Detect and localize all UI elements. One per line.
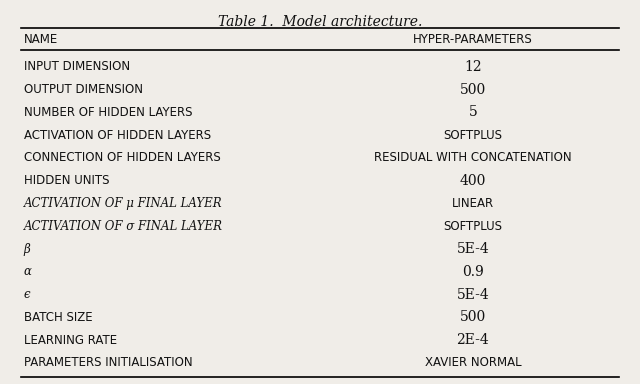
Text: 500: 500 — [460, 310, 486, 324]
Text: NUMBER OF HIDDEN LAYERS: NUMBER OF HIDDEN LAYERS — [24, 106, 192, 119]
Text: 5: 5 — [468, 106, 477, 119]
Text: LEARNING RATE: LEARNING RATE — [24, 334, 117, 347]
Text: 12: 12 — [464, 60, 482, 74]
Text: α: α — [24, 265, 31, 278]
Text: 400: 400 — [460, 174, 486, 188]
Text: 0.9: 0.9 — [462, 265, 484, 279]
Text: ϵ: ϵ — [24, 288, 30, 301]
Text: LINEAR: LINEAR — [452, 197, 494, 210]
Text: SOFTPLUS: SOFTPLUS — [444, 220, 502, 233]
Text: BATCH SIZE: BATCH SIZE — [24, 311, 92, 324]
Text: 5E-4: 5E-4 — [456, 242, 490, 256]
Text: ACTIVATION OF μ FINAL LAYER: ACTIVATION OF μ FINAL LAYER — [24, 197, 222, 210]
Text: β: β — [24, 243, 31, 255]
Text: 5E-4: 5E-4 — [456, 288, 490, 301]
Text: INPUT DIMENSION: INPUT DIMENSION — [24, 60, 130, 73]
Text: PARAMETERS INITIALISATION: PARAMETERS INITIALISATION — [24, 356, 192, 369]
Text: ACTIVATION OF HIDDEN LAYERS: ACTIVATION OF HIDDEN LAYERS — [24, 129, 211, 142]
Text: Table 1.  Model architecture.: Table 1. Model architecture. — [218, 15, 422, 29]
Text: 500: 500 — [460, 83, 486, 97]
Text: SOFTPLUS: SOFTPLUS — [444, 129, 502, 142]
Text: RESIDUAL WITH CONCATENATION: RESIDUAL WITH CONCATENATION — [374, 151, 572, 164]
Text: ACTIVATION OF σ FINAL LAYER: ACTIVATION OF σ FINAL LAYER — [24, 220, 223, 233]
Text: OUTPUT DIMENSION: OUTPUT DIMENSION — [24, 83, 143, 96]
Text: HIDDEN UNITS: HIDDEN UNITS — [24, 174, 109, 187]
Text: NAME: NAME — [24, 33, 58, 46]
Text: XAVIER NORMAL: XAVIER NORMAL — [424, 356, 521, 369]
Text: CONNECTION OF HIDDEN LAYERS: CONNECTION OF HIDDEN LAYERS — [24, 151, 220, 164]
Text: 2E-4: 2E-4 — [456, 333, 490, 347]
Text: HYPER-PARAMETERS: HYPER-PARAMETERS — [413, 33, 533, 46]
